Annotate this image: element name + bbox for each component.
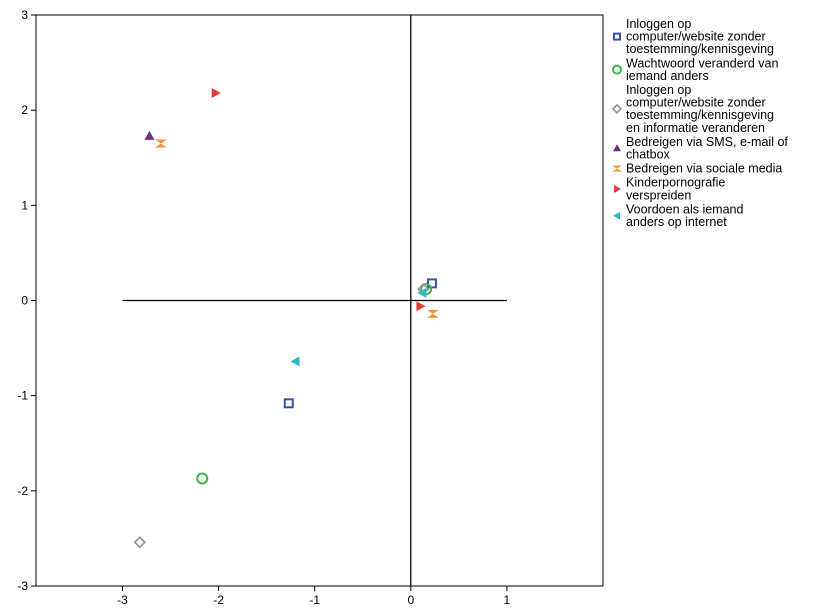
data-points (133, 88, 439, 549)
legend-label: toestemming/kennisgeving (626, 108, 774, 122)
reference-lines (122, 15, 507, 586)
data-point-series-6-2 (211, 88, 221, 99)
data-point-series-6-1 (416, 301, 426, 312)
x-tick-label: -2 (213, 593, 224, 607)
legend-label: Inloggen op (626, 17, 691, 31)
data-point-series-7-1 (417, 287, 427, 298)
legend-label: en informatie veranderen (626, 121, 765, 135)
y-tick-label: 0 (21, 294, 28, 308)
legend-label: Wachtwoord veranderd van (626, 56, 778, 70)
legend-label: computer/website zonder (626, 96, 766, 110)
legend-marker-7 (613, 211, 620, 220)
legend-entry-5: Bedreigen via sociale media (612, 162, 782, 176)
legend-marker-6 (614, 185, 621, 193)
data-point-series-5-1 (426, 309, 439, 318)
axis-ticks: -3 -2 -1 0 1 3 2 1 0 -1 -2 -3 (17, 8, 510, 607)
legend-marker-2 (612, 64, 622, 75)
y-tick-label: -3 (17, 579, 28, 593)
legend-label: Voordoen als iemand (626, 202, 743, 216)
y-tick-label: 1 (21, 198, 28, 212)
y-tick-label: 2 (21, 103, 28, 117)
legend-marker-3 (611, 103, 623, 115)
data-point-series-1-2 (283, 398, 294, 409)
y-tick-label: -2 (17, 484, 28, 498)
data-point-series-7-2 (290, 356, 300, 367)
legend-label: Kinderpornografie (626, 176, 725, 190)
legend-label: verspreiden (626, 188, 691, 202)
x-tick-label: 1 (504, 593, 511, 607)
legend-marker-1 (613, 32, 621, 41)
legend-label: chatbox (626, 148, 671, 162)
legend-label: anders op internet (626, 215, 727, 229)
legend-label: Inloggen op (626, 83, 691, 97)
y-tick-label: -1 (17, 389, 28, 403)
x-tick-label: 0 (407, 593, 414, 607)
data-point-series-4-1 (144, 130, 155, 140)
legend-label: toestemming/kennisgeving (626, 42, 774, 56)
legend-marker-4 (613, 144, 621, 152)
x-tick-label: -3 (117, 593, 128, 607)
data-point-series-3-2 (133, 535, 147, 549)
data-point-series-2-2 (196, 472, 209, 485)
data-point-series-5-2 (154, 139, 167, 148)
legend-marker-5 (612, 165, 622, 172)
legend-label: computer/website zonder (626, 30, 766, 44)
legend-label: iemand anders (626, 69, 709, 83)
y-tick-label: 3 (21, 8, 28, 22)
x-tick-label: -1 (309, 593, 320, 607)
legend-label: Bedreigen via sociale media (626, 162, 782, 176)
legend-label: Bedreigen via SMS, e-mail of (626, 135, 788, 149)
